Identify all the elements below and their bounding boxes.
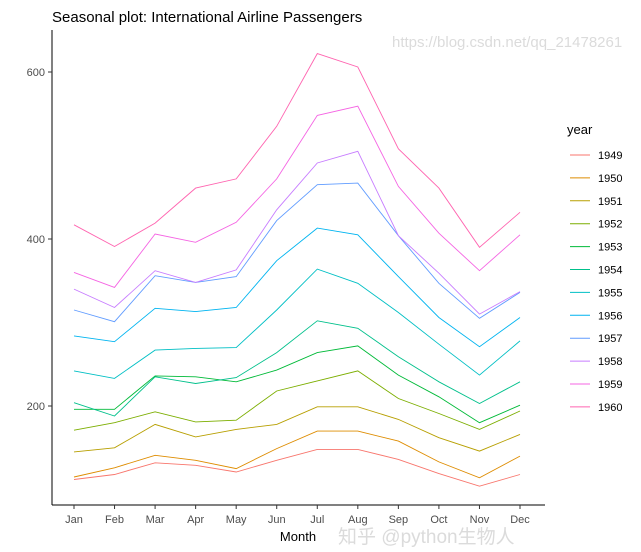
x-tick-label: Jun bbox=[268, 514, 286, 526]
series-line-1954 bbox=[73, 320, 521, 417]
legend-label: 1958 bbox=[598, 356, 622, 368]
legend-label: 1956 bbox=[598, 310, 622, 322]
legend-label: 1949 bbox=[598, 150, 622, 162]
series-line-1953 bbox=[74, 345, 521, 424]
series-line-1950 bbox=[73, 430, 521, 479]
x-tick-label: Dec bbox=[510, 514, 530, 526]
watermark-url: https://blog.csdn.net/qq_21478261 bbox=[392, 34, 623, 51]
x-axis-label: Month bbox=[280, 529, 316, 544]
x-tick-label: Jan bbox=[65, 514, 83, 526]
series-line-1959 bbox=[73, 105, 521, 288]
x-tick-label: Aug bbox=[348, 514, 368, 526]
x-tick-label: Feb bbox=[105, 514, 124, 526]
series-line-1951 bbox=[73, 406, 521, 453]
x-tick-label: Sep bbox=[389, 514, 409, 526]
x-tick-label: May bbox=[226, 514, 247, 526]
x-tick-label: Nov bbox=[470, 514, 490, 526]
x-tick-label: Oct bbox=[430, 514, 447, 526]
series-line-1960 bbox=[73, 53, 521, 248]
legend-label: 1959 bbox=[598, 379, 622, 391]
y-tick-label: 400 bbox=[27, 234, 45, 246]
legend-label: 1950 bbox=[598, 173, 622, 185]
chart-title: Seasonal plot: International Airline Pas… bbox=[52, 9, 362, 26]
legend: year 1949 1950 1951 1952 1953 1954 1955 1956 195… bbox=[567, 122, 622, 414]
legend-label: 1951 bbox=[598, 196, 622, 208]
series-line-1952 bbox=[73, 370, 521, 431]
legend-label: 1952 bbox=[598, 219, 622, 231]
x-tick-label: Jul bbox=[310, 514, 324, 526]
y-tick-label: 600 bbox=[27, 67, 45, 79]
x-tick-label: Apr bbox=[187, 514, 204, 526]
legend-label: 1953 bbox=[598, 242, 622, 254]
series-line-1949 bbox=[73, 448, 521, 487]
legend-label: 1957 bbox=[598, 333, 622, 345]
series-line-1958 bbox=[73, 150, 521, 315]
series-line-1957 bbox=[73, 182, 521, 323]
legend-title: year bbox=[567, 122, 593, 137]
legend-label: 1960 bbox=[598, 402, 622, 414]
watermark-text: 知乎 @python生物人 bbox=[338, 527, 515, 548]
series-line-1955 bbox=[73, 268, 521, 379]
series-line-1956 bbox=[73, 227, 521, 348]
legend-label: 1954 bbox=[598, 265, 622, 277]
x-tick-label: Mar bbox=[146, 514, 165, 526]
legend-label: 1955 bbox=[598, 287, 622, 299]
y-tick-label: 200 bbox=[27, 401, 45, 413]
